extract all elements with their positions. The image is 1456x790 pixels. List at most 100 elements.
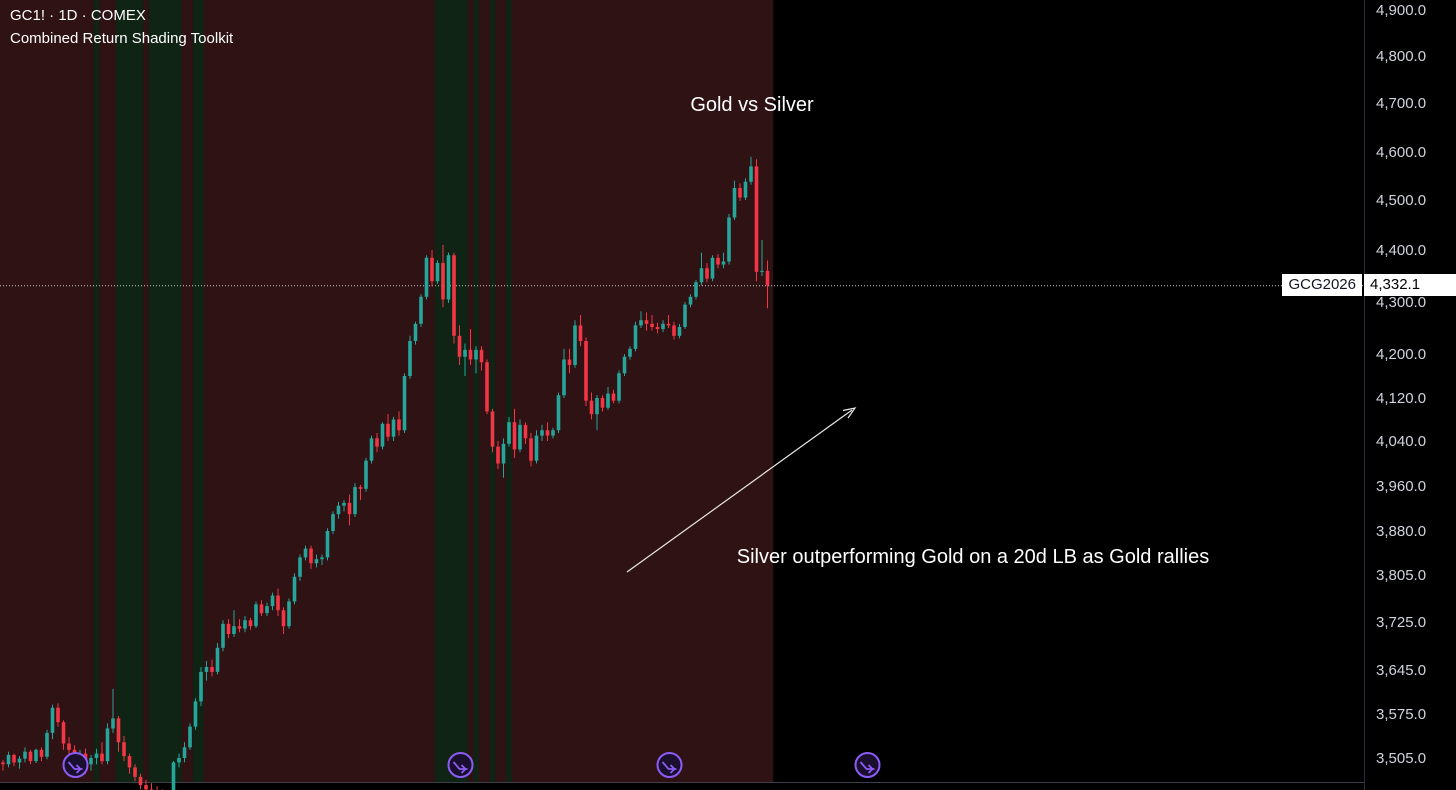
candle-body [215,647,220,672]
candle-body [380,423,385,447]
indicator-title[interactable]: Combined Return Shading Toolkit [10,30,234,47]
candle-body [699,268,704,283]
candle-down [716,254,720,269]
price-tick-label: 4,300.0 [1376,294,1426,311]
candle-up [534,430,539,464]
symbol-info[interactable]: GC1! · 1D · COMEX [10,7,146,24]
event-marker-icon[interactable] [854,752,881,778]
candle-body [67,743,71,750]
candle-body [496,446,500,464]
candle-down [61,720,66,750]
candle-body [127,756,132,768]
candle-down [375,432,379,453]
candle-body [479,349,484,363]
candle-down [127,753,132,774]
event-marker-icon[interactable] [656,752,683,778]
candle-body [738,188,742,198]
candle-up [243,616,247,633]
event-markers[interactable] [62,752,881,778]
candle-down [138,773,143,790]
candle-body [199,671,203,702]
price-axis[interactable]: 4,900.0 4,800.0 4,700.0 4,600.0 4,500.0 4,400… [1376,2,1426,767]
candle-down [512,408,517,458]
shade-green-band [434,0,468,782]
candle-body [353,487,357,515]
candle-down [39,747,44,762]
price-tick-label: 4,700.0 [1376,95,1426,112]
candle-down [545,422,550,441]
event-marker-icon[interactable] [62,752,89,778]
annotation-arrow[interactable] [626,407,857,573]
candle-down [122,736,126,762]
candle-up [562,348,566,398]
candle-up [628,346,632,360]
candle-up [188,723,192,750]
candle-body [391,419,396,437]
candle-down [485,359,489,415]
candle-body [45,732,49,757]
chart-title-annotation: Gold vs Silver [690,94,814,116]
candle-body [276,595,280,611]
candle-body [545,430,550,436]
candle-body [430,257,434,282]
candle-down [309,545,313,570]
candle-body [171,762,176,790]
candle-up [215,643,220,675]
candle-body [270,595,275,607]
candle-body [254,604,258,627]
candle-body [666,323,671,326]
candle-up [204,661,209,681]
candle-body [710,257,715,279]
candle-body [457,335,462,357]
event-marker-icon[interactable] [447,752,474,778]
candle-body [133,767,137,777]
return-shading [0,0,774,782]
candle-body [551,430,555,436]
candle-up [435,260,440,284]
candle-body [754,166,759,272]
candle-down [496,441,500,470]
candle-up [342,500,346,512]
candle-body [633,325,638,349]
candle-body [193,701,198,727]
candle-down [441,245,445,308]
candle-body [584,341,588,401]
candle-body [556,395,561,431]
candle-up [633,321,638,352]
candle-down [248,617,253,630]
candle-body [17,758,22,763]
candle-up [45,729,49,760]
candle-up [556,392,561,433]
candle-up [232,610,236,637]
candle-body [661,323,665,330]
candle-up [595,395,599,431]
candle-body [369,438,374,461]
candle-body [468,349,473,360]
candle-body [210,667,214,672]
candle-body [23,751,27,759]
candle-up [336,501,341,519]
candle-body [314,559,319,564]
candle-body [452,255,456,336]
candle-body [347,502,352,515]
candle-down [56,703,60,727]
price-tick-label: 3,505.0 [1376,750,1426,767]
candle-body [56,707,60,723]
candle-body [303,548,308,558]
candle-body [694,282,698,297]
candle-down [600,395,605,412]
price-tick-label: 4,600.0 [1376,144,1426,161]
candle-body [732,188,737,218]
symbol-badge: GCG2026 [1282,274,1362,297]
candle-up [199,667,203,706]
candle-body [232,626,236,634]
chart-legend[interactable]: GC1! · 1D · COMEX Combined Return Shadin… [10,4,233,50]
candle-body [402,376,407,431]
candle-up [254,601,258,628]
candle-down [133,764,137,782]
candle-down [650,315,654,331]
annotation-text: Silver outperforming Gold on a 20d LB as… [737,546,1209,568]
candle-down [144,780,148,790]
candle-body [606,393,610,408]
